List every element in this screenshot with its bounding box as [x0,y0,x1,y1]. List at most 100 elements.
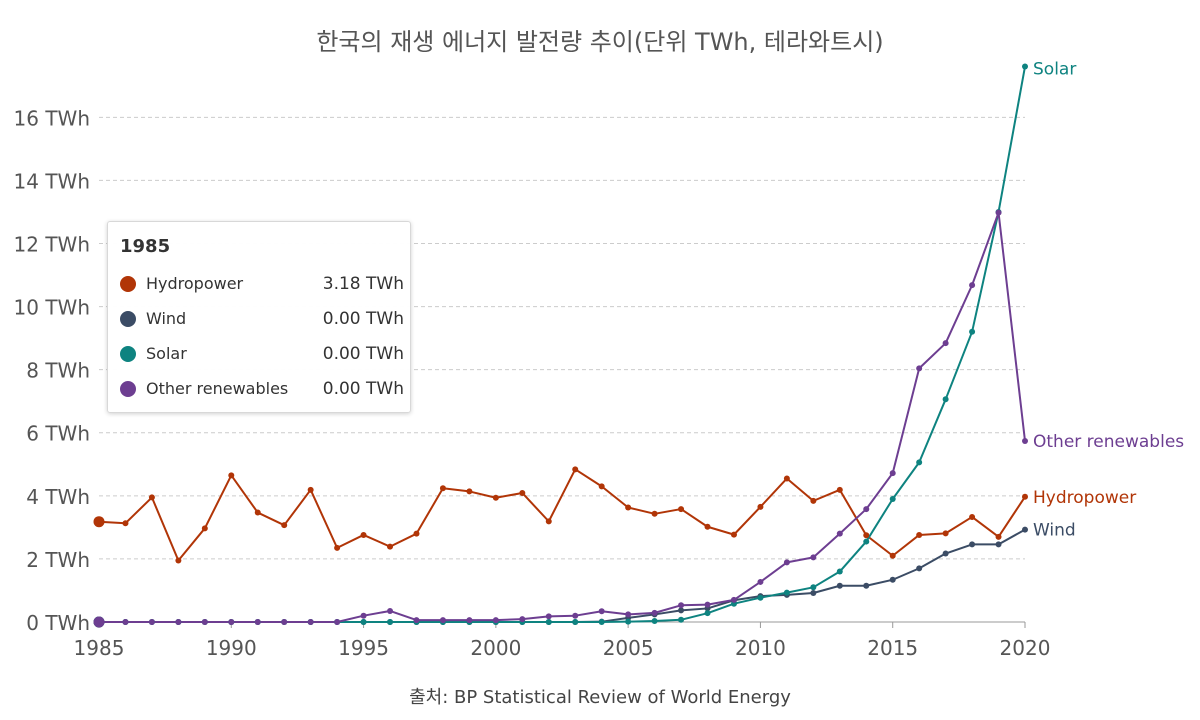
point-solar-2013[interactable] [836,568,843,575]
point-hydropower-1994[interactable] [334,544,341,551]
point-other-renewables-2010[interactable] [757,578,764,585]
point-other-renewables-2016[interactable] [916,365,923,372]
point-solar-2018[interactable] [969,328,976,335]
point-hydropower-2009[interactable] [730,531,737,538]
point-hydropower-1988[interactable] [175,557,182,564]
point-hydropower-2001[interactable] [519,489,526,496]
point-other-renewables-1990[interactable] [228,619,235,625]
point-other-renewables-2006[interactable] [651,609,658,616]
point-other-renewables-2005[interactable] [625,611,632,618]
point-hydropower-1998[interactable] [439,485,446,492]
point-hydropower-2017[interactable] [942,530,949,537]
point-solar-2020[interactable] [1022,63,1028,70]
point-hydropower-1997[interactable] [413,530,420,537]
point-other-renewables-2018[interactable] [969,282,976,289]
point-hydropower-1992[interactable] [281,522,288,529]
point-wind-2019[interactable] [995,541,1002,548]
point-other-renewables-2017[interactable] [942,340,949,347]
point-wind-2012[interactable] [810,589,817,596]
point-hydropower-1993[interactable] [307,486,314,493]
point-other-renewables-1993[interactable] [307,619,314,625]
point-solar-2010[interactable] [757,594,764,601]
point-hydropower-2018[interactable] [969,513,976,520]
point-solar-1996[interactable] [387,619,394,625]
point-hydropower-1995[interactable] [360,531,367,538]
point-solar-2008[interactable] [704,610,711,617]
point-other-renewables-1986[interactable] [122,619,129,625]
point-other-renewables-2014[interactable] [863,506,870,513]
point-other-renewables-2009[interactable] [730,596,737,603]
point-hydropower-2007[interactable] [678,506,685,513]
point-other-renewables-2000[interactable] [492,617,499,624]
point-other-renewables-2020[interactable] [1022,437,1028,444]
point-solar-2016[interactable] [916,459,923,466]
point-hydropower-2008[interactable] [704,523,711,530]
point-other-renewables-2013[interactable] [836,530,843,537]
point-hydropower-1996[interactable] [387,543,394,550]
point-solar-1995[interactable] [360,619,367,625]
point-hydropower-1985[interactable] [93,516,105,528]
series-points[interactable] [93,63,1029,628]
point-hydropower-2015[interactable] [889,552,896,559]
point-hydropower-1990[interactable] [228,472,235,479]
point-wind-2015[interactable] [889,576,896,583]
point-other-renewables-2015[interactable] [889,470,896,477]
point-hydropower-2020[interactable] [1022,493,1028,500]
point-other-renewables-1987[interactable] [148,619,155,625]
point-other-renewables-1988[interactable] [175,619,182,625]
point-wind-2018[interactable] [969,541,976,548]
point-other-renewables-2012[interactable] [810,554,817,561]
point-wind-2013[interactable] [836,582,843,589]
point-hydropower-1991[interactable] [254,509,261,516]
point-solar-2012[interactable] [810,584,817,591]
point-solar-2005[interactable] [625,618,632,625]
point-other-renewables-2002[interactable] [545,613,552,620]
point-other-renewables-2008[interactable] [704,601,711,608]
point-hydropower-2000[interactable] [492,494,499,501]
point-hydropower-2014[interactable] [863,532,870,539]
point-other-renewables-1996[interactable] [387,607,394,614]
point-other-renewables-1994[interactable] [334,619,341,625]
point-hydropower-2003[interactable] [572,466,579,473]
point-solar-2006[interactable] [651,618,658,625]
point-hydropower-1989[interactable] [201,525,208,532]
point-hydropower-2013[interactable] [836,486,843,493]
point-other-renewables-1998[interactable] [439,617,446,624]
point-wind-2020[interactable] [1022,526,1028,533]
point-other-renewables-2019[interactable] [995,209,1002,216]
point-other-renewables-1997[interactable] [413,617,420,624]
point-other-renewables-1995[interactable] [360,612,367,619]
point-other-renewables-1989[interactable] [201,619,208,625]
point-other-renewables-1999[interactable] [466,617,473,624]
point-solar-2003[interactable] [572,619,579,625]
point-wind-2017[interactable] [942,550,949,557]
point-solar-2004[interactable] [598,619,605,625]
point-other-renewables-2007[interactable] [678,602,685,609]
point-wind-2014[interactable] [863,582,870,589]
point-hydropower-2016[interactable] [916,531,923,538]
point-other-renewables-2001[interactable] [519,616,526,623]
point-solar-2011[interactable] [783,589,790,596]
point-other-renewables-1985[interactable] [93,616,105,628]
point-hydropower-2010[interactable] [757,503,764,510]
point-other-renewables-2011[interactable] [783,559,790,566]
point-hydropower-2006[interactable] [651,510,658,517]
point-other-renewables-2003[interactable] [572,612,579,619]
point-hydropower-2019[interactable] [995,533,1002,540]
point-wind-2007[interactable] [678,607,685,614]
point-hydropower-2002[interactable] [545,518,552,525]
point-solar-2002[interactable] [545,619,552,625]
point-solar-2017[interactable] [942,396,949,403]
point-wind-2016[interactable] [916,565,923,572]
point-hydropower-2004[interactable] [598,483,605,490]
point-hydropower-2011[interactable] [783,475,790,482]
point-hydropower-1986[interactable] [122,520,129,527]
point-other-renewables-1992[interactable] [281,619,288,625]
point-solar-2015[interactable] [889,495,896,502]
point-solar-2014[interactable] [863,538,870,545]
point-hydropower-2012[interactable] [810,497,817,504]
point-hydropower-2005[interactable] [625,504,632,511]
point-other-renewables-1991[interactable] [254,619,261,625]
point-hydropower-1987[interactable] [148,494,155,501]
point-other-renewables-2004[interactable] [598,608,605,615]
